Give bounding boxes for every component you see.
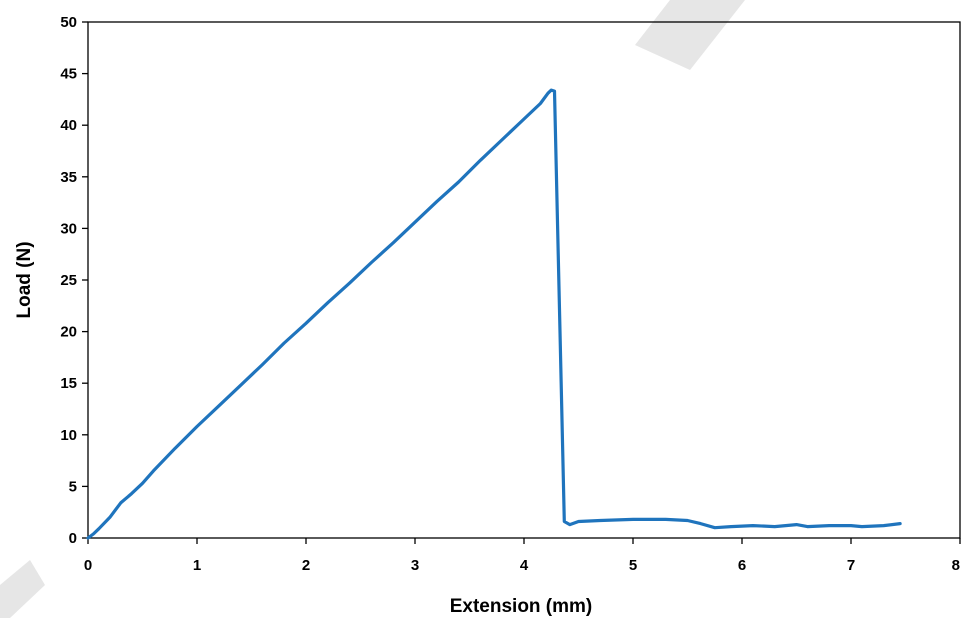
x-tick-label: 3: [411, 557, 419, 574]
y-tick-label: 30: [60, 220, 77, 237]
series-line-0: [86, 88, 902, 540]
y-tick-label: 45: [60, 66, 77, 83]
y-tick-label: 10: [60, 427, 77, 444]
x-tick-label: 2: [302, 557, 310, 574]
y-tick-label: 50: [60, 14, 77, 31]
x-tick-label: 6: [738, 557, 746, 574]
y-tick-label: 25: [60, 272, 77, 289]
x-axis-title: Extension (mm): [450, 596, 593, 617]
x-tick-label: 5: [629, 557, 637, 574]
x-tick-label: 8: [952, 557, 960, 574]
y-tick-label: 15: [60, 375, 77, 392]
y-tick-label: 20: [60, 324, 77, 341]
x-tick-label: 0: [84, 557, 92, 574]
y-tick-label: 5: [69, 478, 77, 495]
y-tick-label: 35: [60, 169, 77, 186]
x-tick-label: 1: [193, 557, 201, 574]
watermark-shape: [635, 0, 745, 70]
y-tick-label: 40: [60, 117, 77, 134]
y-tick-label: 0: [69, 530, 77, 547]
plot-frame: [87, 21, 961, 539]
watermark-shape: [0, 560, 45, 618]
y-axis-title: Load (N): [14, 241, 35, 318]
x-tick-label: 7: [847, 557, 855, 574]
x-tick-label: 4: [520, 557, 529, 574]
